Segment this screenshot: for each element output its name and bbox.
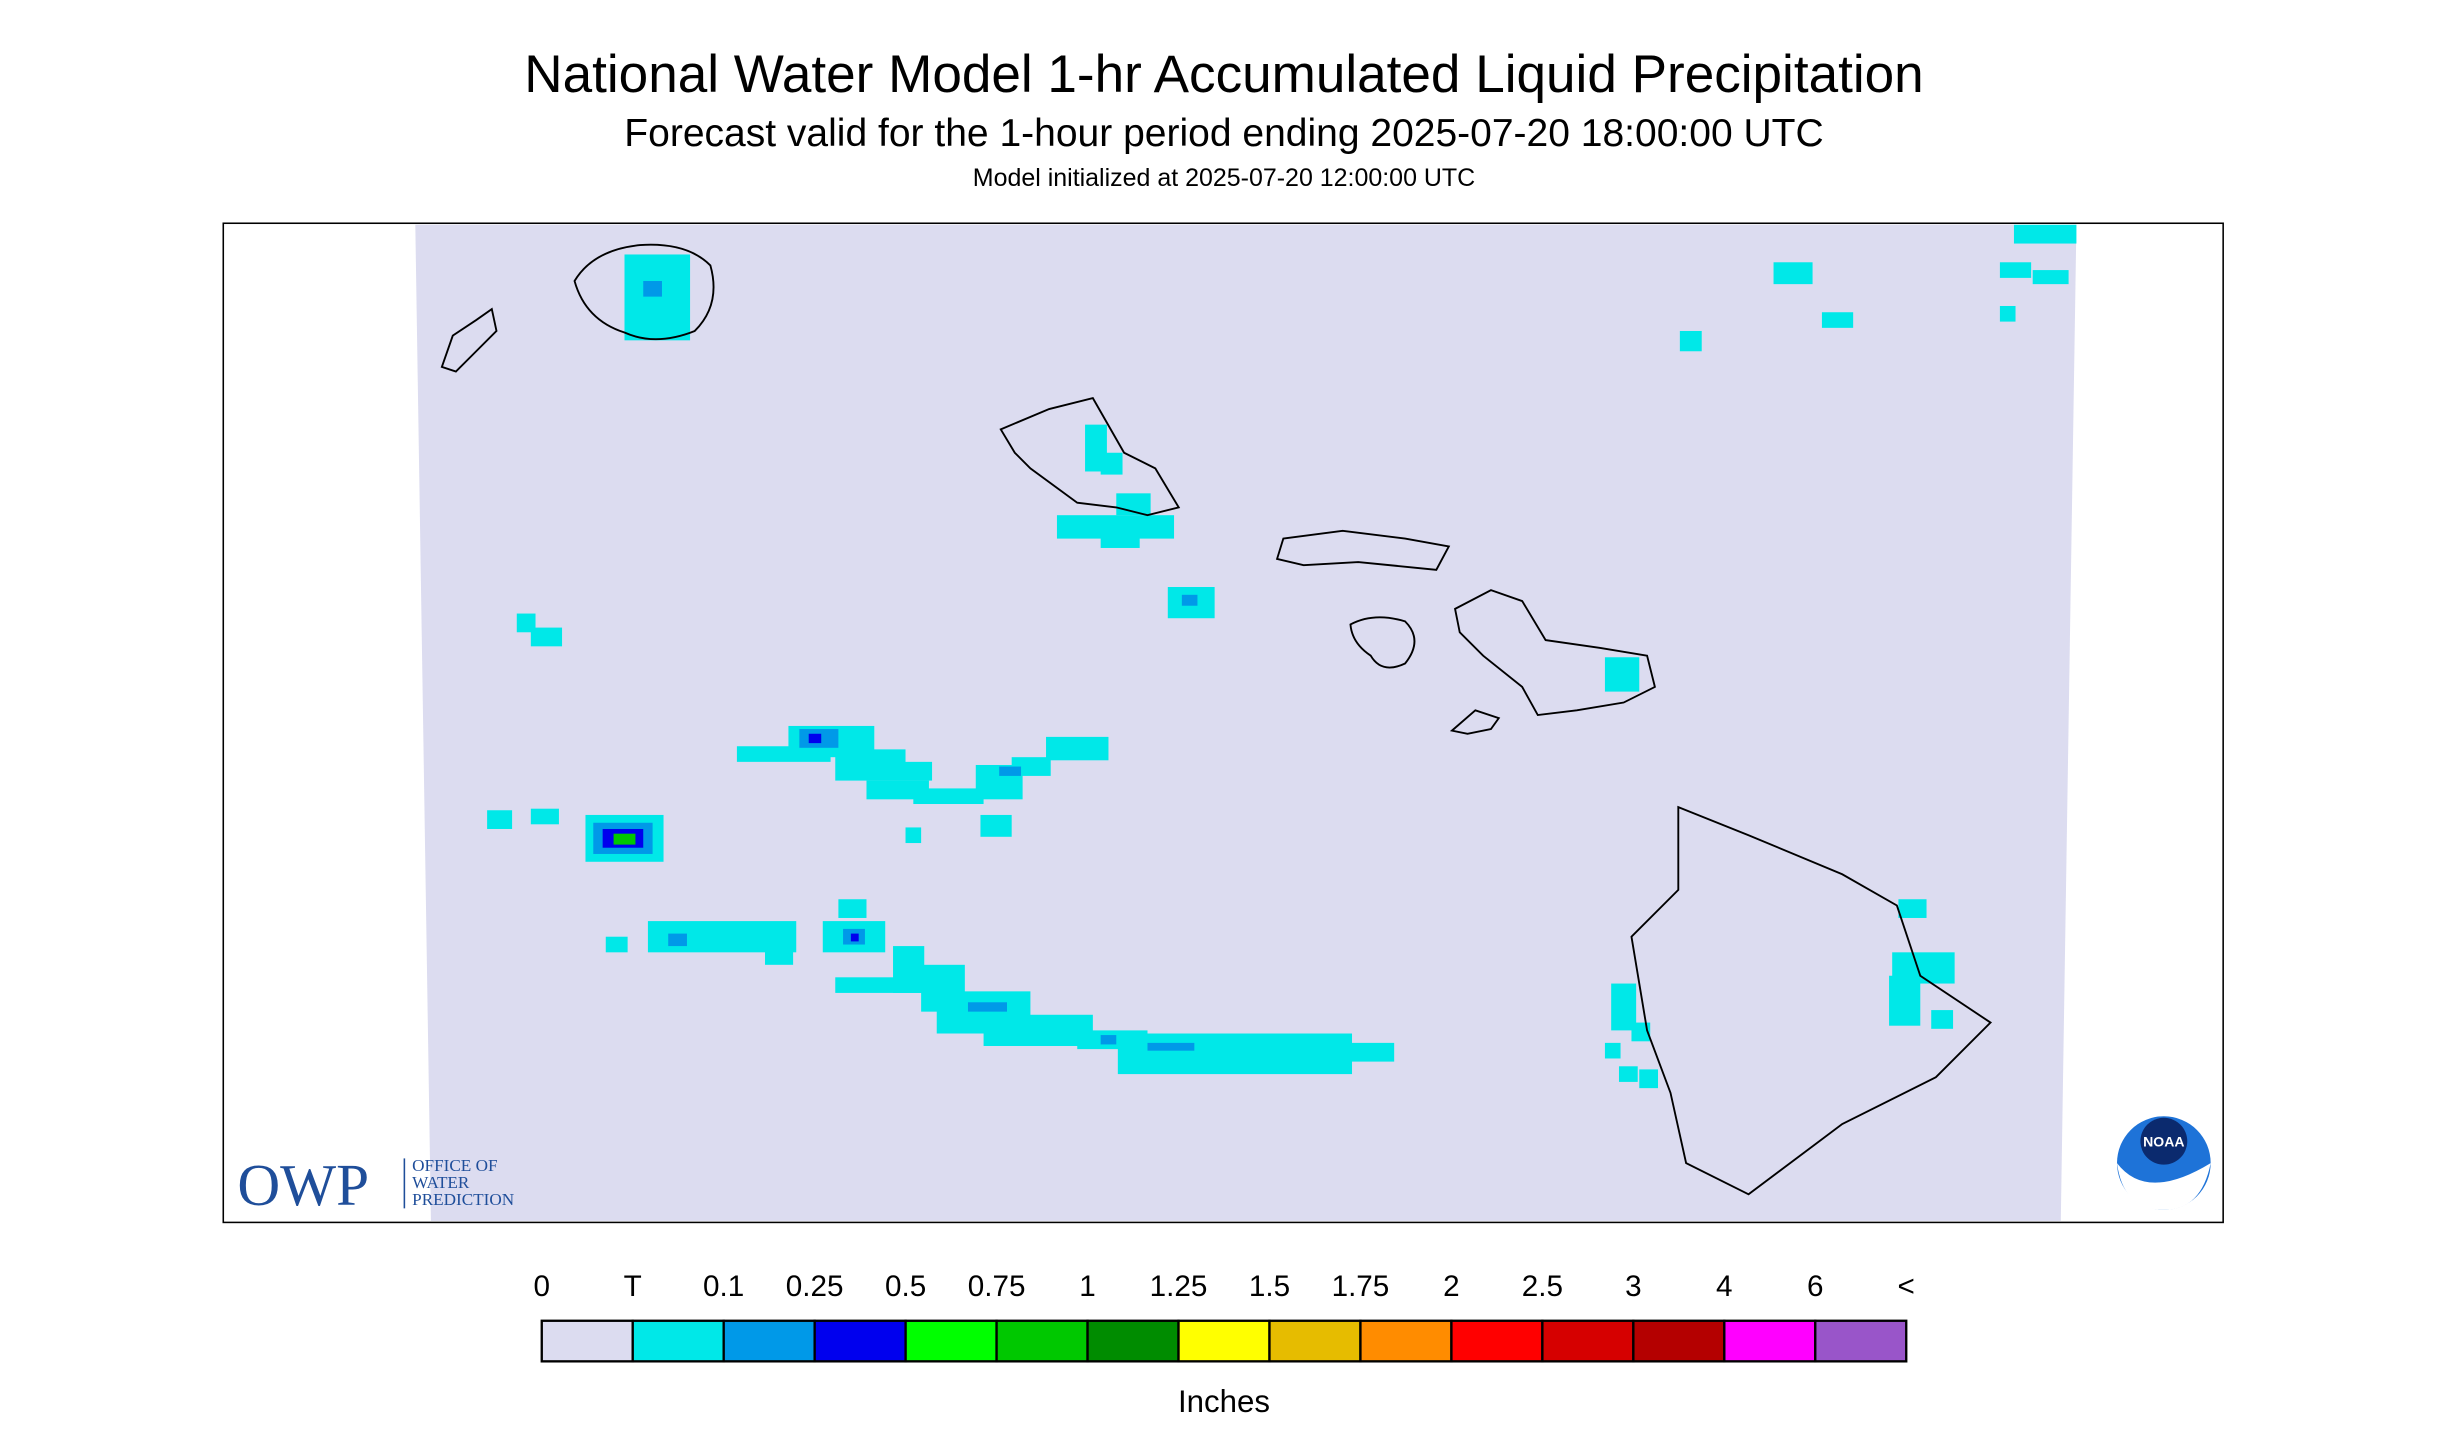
legend-swatch [1359,1319,1453,1363]
legend-label: 0.5 [885,1270,926,1303]
legend-label: 3 [1625,1270,1642,1303]
legend-label: 0.25 [786,1270,844,1303]
legend-swatch [1450,1319,1544,1363]
subtitle: Forecast valid for the 1-hour period end… [624,112,1823,155]
legend-label: 2.5 [1522,1270,1563,1303]
legend-label: 4 [1716,1270,1733,1303]
legend: 0 T 0.1 0.25 0.5 0.75 1 1.25 1.5 1.75 2 2.5 3 4 6 < [534,1270,1915,1363]
legend-label: 1.5 [1249,1270,1290,1303]
legend-label: 1.75 [1332,1270,1390,1303]
legend-label: 1.25 [1150,1270,1208,1303]
model-domain [415,224,2077,1221]
legend-label: 1 [1079,1270,1096,1303]
legend-swatch [631,1319,725,1363]
legend-label: < [1898,1270,1915,1303]
legend-swatch [904,1319,998,1363]
noaa-logo: NOAA [2116,1116,2211,1210]
title: National Water Model 1-hr Accumulated Li… [524,45,1923,104]
owp-line: OFFICE OF [412,1156,497,1175]
legend-label: 0.1 [703,1270,744,1303]
owp-line: WATER [412,1173,470,1192]
legend-label: T [624,1270,642,1303]
legend-swatch [540,1319,634,1363]
legend-label: 6 [1807,1270,1824,1303]
legend-label: 0 [534,1270,551,1303]
owp-logo-text: OWP [237,1152,369,1218]
legend-swatch [1541,1319,1635,1363]
legend-swatch [1632,1319,1726,1363]
precip [487,224,2077,1089]
legend-swatch [813,1319,907,1363]
owp-logo: OWP OFFICE OF WATER PREDICTION [237,1152,514,1218]
init-time: Model initialized at 2025-07-20 12:00:00… [973,164,1475,192]
legend-label: 2 [1443,1270,1460,1303]
legend-swatch [1723,1319,1817,1363]
legend-swatch [1814,1319,1908,1363]
noaa-logo-text: NOAA [2143,1134,2184,1150]
coastlines [440,243,1993,1196]
legend-swatch [722,1319,816,1363]
legend-label: 0.75 [968,1270,1026,1303]
legend-unit: Inches [1178,1384,1270,1419]
legend-swatch [1177,1319,1271,1363]
legend-swatch [1268,1319,1362,1363]
owp-line: PREDICTION [412,1190,514,1209]
legend-swatch [1086,1319,1180,1363]
legend-swatch [995,1319,1089,1363]
map: OWP OFFICE OF WATER PREDICTION NOAA [222,222,2224,1224]
